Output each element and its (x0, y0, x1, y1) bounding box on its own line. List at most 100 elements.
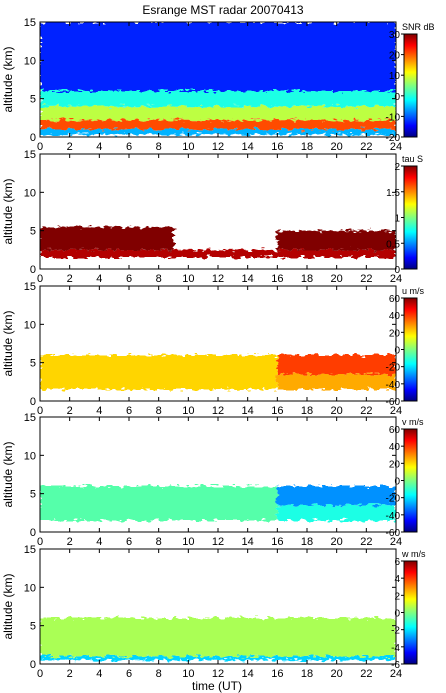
x-tick-label: 12 (212, 141, 224, 153)
x-tick-label: 2 (67, 668, 73, 680)
data-layer-4 (40, 91, 396, 107)
colorbar-tick-label: 0 (394, 265, 400, 276)
y-axis-label: altitude (km) (1, 310, 15, 376)
y-tick-label: 10 (24, 582, 36, 594)
colorbar-tick-label: 40 (389, 442, 401, 453)
data-layer-1 (40, 129, 396, 135)
x-tick-label: 10 (182, 405, 194, 417)
colorbar-tick-label: 6 (394, 557, 400, 568)
x-tick-label: 0 (37, 405, 43, 417)
x-tick-label: 8 (156, 668, 162, 680)
x-tick-label: 0 (37, 141, 43, 153)
x-tick-label: 20 (331, 273, 343, 285)
data-layer-5 (40, 22, 396, 91)
colorbar-tick-label: -40 (386, 380, 401, 391)
colorbar-tick-label: 30 (389, 30, 401, 41)
data-layer-1 (40, 656, 396, 661)
y-tick-label: 0 (30, 396, 36, 408)
x-tick-label: 18 (301, 141, 313, 153)
x-tick-label: 6 (126, 668, 132, 680)
data-layer-2 (40, 618, 396, 657)
x-tick-label: 24 (390, 141, 402, 153)
colorbar-tick-label: 0.5 (386, 239, 400, 250)
y-tick-label: 10 (24, 319, 36, 331)
y-axis-label: altitude (km) (1, 178, 15, 244)
colorbar-tick-label: 40 (389, 311, 401, 322)
data-layer-3 (277, 486, 396, 506)
x-tick-label: 20 (331, 668, 343, 680)
colorbar-tick-label: 20 (389, 328, 401, 339)
y-axis-label: altitude (km) (1, 573, 15, 639)
x-tick-label: 16 (271, 141, 283, 153)
y-tick-label: 15 (24, 412, 36, 424)
x-tick-label: 14 (242, 668, 254, 680)
x-tick-label: 2 (67, 141, 73, 153)
y-tick-label: 5 (30, 94, 36, 106)
data-layer-2 (277, 505, 396, 521)
x-tick-label: 2 (67, 273, 73, 285)
x-tick-label: 0 (37, 668, 43, 680)
y-tick-label: 5 (30, 621, 36, 633)
y-axis-label: altitude (km) (1, 46, 15, 112)
y-tick-label: 15 (24, 17, 36, 29)
y-axis-label: altitude (km) (1, 441, 15, 507)
colorbar-label: SNR dB (402, 22, 435, 32)
x-tick-label: 24 (390, 668, 402, 680)
x-tick-label: 10 (182, 536, 194, 548)
data-layers (40, 486, 396, 521)
figure-title: Esrange MST radar 20070413 (142, 3, 304, 17)
x-tick-label: 20 (331, 141, 343, 153)
x-tick-label: 8 (156, 141, 162, 153)
x-tick-label: 18 (301, 536, 313, 548)
x-tick-label: 24 (390, 536, 402, 548)
colorbar-tick-label: 20 (389, 51, 401, 62)
colorbar-tick-label: -20 (386, 494, 401, 505)
colorbar-tick-label: 2 (394, 162, 400, 173)
colorbar-tick-label: 60 (389, 294, 401, 305)
colorbar-tick-label: -40 (386, 511, 401, 522)
x-tick-label: 8 (156, 536, 162, 548)
colorbar-tick-label: 1 (394, 214, 400, 225)
x-tick-label: 16 (271, 536, 283, 548)
x-tick-label: 22 (360, 536, 372, 548)
x-tick-label: 2 (67, 536, 73, 548)
x-tick-label: 18 (301, 668, 313, 680)
x-tick-label: 10 (182, 668, 194, 680)
x-tick-label: 6 (126, 405, 132, 417)
colorbar-tick-label: -6 (391, 660, 400, 671)
y-tick-label: 10 (24, 187, 36, 199)
data-layer-2 (40, 120, 396, 130)
x-tick-label: 6 (126, 141, 132, 153)
x-tick-label: 4 (96, 405, 102, 417)
x-tick-label: 18 (301, 405, 313, 417)
x-tick-label: 4 (96, 536, 102, 548)
x-tick-label: 22 (360, 273, 372, 285)
x-tick-label: 18 (301, 273, 313, 285)
y-tick-label: 5 (30, 358, 36, 370)
x-tick-label: 24 (390, 405, 402, 417)
x-tick-label: 22 (360, 405, 372, 417)
x-tick-label: 24 (390, 273, 402, 285)
data-layer-1 (40, 355, 278, 390)
colorbar-tick-label: -60 (386, 397, 401, 408)
x-tick-label: 6 (126, 536, 132, 548)
colorbar (403, 428, 418, 533)
data-layers (40, 226, 396, 258)
data-layer-2 (40, 226, 174, 250)
x-tick-label: 12 (212, 536, 224, 548)
colorbar-label: tau S (402, 154, 423, 164)
data-layers (40, 355, 396, 390)
y-tick-label: 0 (30, 132, 36, 144)
data-layer-1 (40, 249, 396, 258)
colorbar-tick-label: -60 (386, 528, 401, 539)
x-tick-label: 10 (182, 141, 194, 153)
y-tick-label: 10 (24, 450, 36, 462)
colorbar (403, 165, 418, 270)
x-tick-label: 22 (360, 668, 372, 680)
colorbar (403, 560, 418, 665)
y-tick-label: 0 (30, 264, 36, 276)
